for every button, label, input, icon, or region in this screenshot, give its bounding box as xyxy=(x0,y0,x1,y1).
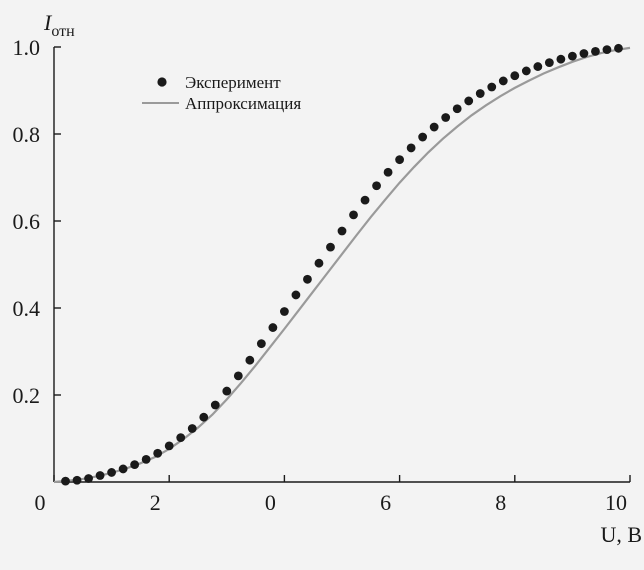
approximation-line xyxy=(53,46,631,484)
data-point xyxy=(418,132,428,142)
data-point xyxy=(95,471,105,480)
x-axis-title: U, В xyxy=(600,522,642,547)
data-point xyxy=(176,433,186,443)
data-point xyxy=(84,474,93,483)
data-point xyxy=(510,71,520,81)
x-tick-label: 0 xyxy=(35,490,46,515)
data-point xyxy=(245,355,255,365)
data-point xyxy=(602,45,612,55)
data-point xyxy=(556,54,566,64)
data-point xyxy=(544,58,554,68)
x-tick-label: 8 xyxy=(495,490,506,515)
data-point xyxy=(233,371,243,381)
data-point xyxy=(533,62,543,71)
data-point xyxy=(61,476,70,486)
data-point xyxy=(591,46,600,56)
data-point xyxy=(383,167,393,177)
data-point xyxy=(210,400,220,410)
data-point xyxy=(256,339,266,349)
data-point xyxy=(303,274,312,284)
data-point xyxy=(568,51,577,61)
x-tick-label: 10 xyxy=(605,490,627,515)
data-point xyxy=(199,412,209,422)
y-tick-label: 1.0 xyxy=(13,35,41,60)
data-point xyxy=(280,307,289,316)
y-axis-title: Iотн xyxy=(43,10,75,40)
data-point xyxy=(372,181,381,191)
data-point xyxy=(314,258,324,268)
tick-labels: 0 2 0 6 8 10 0.2 0.4 0.6 0.8 1.0 xyxy=(13,35,628,515)
data-point xyxy=(406,143,416,153)
data-point xyxy=(337,226,347,236)
x-tick-label: 2 xyxy=(150,490,161,515)
y-tick-label: 0.8 xyxy=(13,122,41,147)
data-point xyxy=(268,323,278,332)
data-point xyxy=(441,113,451,122)
y-tick-label: 0.2 xyxy=(13,383,41,408)
x-tick-label: 0 xyxy=(265,490,276,515)
legend-marker-experiment xyxy=(157,77,167,87)
axes xyxy=(53,47,630,483)
ticks xyxy=(53,46,631,482)
data-point xyxy=(349,210,358,220)
data-point xyxy=(464,96,474,106)
legend-label-experiment: Эксперимент xyxy=(185,73,281,92)
data-point xyxy=(118,464,128,474)
data-point xyxy=(153,448,163,458)
legend: Эксперимент Аппроксимация xyxy=(142,73,301,113)
data-point xyxy=(614,43,623,53)
data-point xyxy=(360,195,370,205)
data-point xyxy=(326,242,335,252)
data-point xyxy=(452,104,462,114)
data-point xyxy=(579,49,589,58)
series-experiment xyxy=(61,43,623,486)
data-point xyxy=(141,454,151,464)
series-approximation xyxy=(53,46,631,484)
y-axis-title-symbol: I xyxy=(43,10,53,35)
y-tick-label: 0.6 xyxy=(13,209,41,234)
data-point xyxy=(395,155,404,165)
y-axis-title-subscript: отн xyxy=(51,23,75,40)
data-point xyxy=(164,441,174,451)
y-tick-label: 0.4 xyxy=(13,296,41,321)
data-point xyxy=(130,460,140,469)
legend-label-approximation: Аппроксимация xyxy=(185,94,301,113)
data-point xyxy=(222,386,232,396)
data-point xyxy=(521,66,531,76)
data-point xyxy=(107,468,116,477)
data-point xyxy=(72,475,82,485)
data-point xyxy=(498,76,508,86)
x-tick-label: 6 xyxy=(380,490,391,515)
data-point xyxy=(429,122,439,132)
data-point xyxy=(475,89,485,98)
data-point xyxy=(187,424,197,433)
data-point xyxy=(487,82,497,92)
data-point xyxy=(291,290,301,300)
